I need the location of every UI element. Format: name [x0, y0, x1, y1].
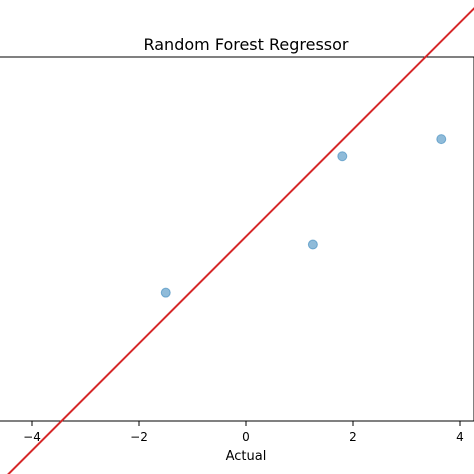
scatter-point	[337, 151, 348, 162]
x-tick-label: 2	[349, 430, 357, 444]
plot-frame	[0, 56, 474, 422]
scatter-point	[160, 287, 171, 298]
x-axis: −4 −2 0 2 4	[23, 421, 464, 444]
identity-line	[7, 7, 474, 474]
x-tick-label: −4	[23, 430, 41, 444]
x-axis-label: Actual	[226, 449, 267, 464]
scatter-points	[160, 134, 447, 298]
scatter-point	[436, 134, 447, 145]
x-tick-label: 4	[456, 430, 464, 444]
chart-title: Random Forest Regressor	[143, 35, 348, 54]
x-tick-label: 0	[242, 430, 250, 444]
x-tick-label: −2	[130, 430, 148, 444]
scatter-point	[307, 239, 318, 250]
